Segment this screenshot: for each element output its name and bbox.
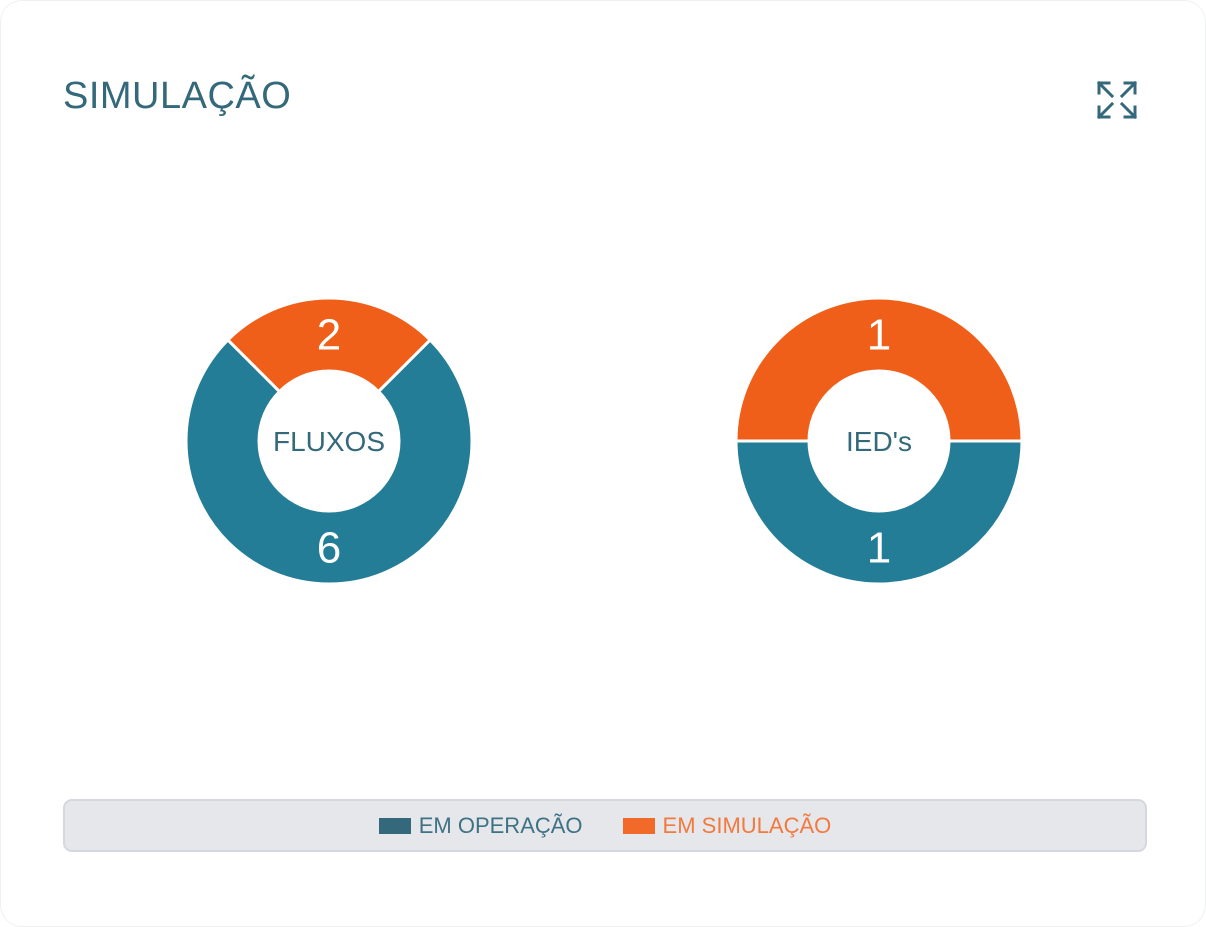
card-title: SIMULAÇÃO — [63, 75, 292, 117]
donut-center-label: IED's — [846, 426, 912, 457]
donut-center-label: FLUXOS — [273, 426, 385, 457]
slice-value-label: 1 — [867, 524, 891, 573]
expand-arrows-icon[interactable] — [1095, 79, 1139, 121]
legend-swatch-simulacao — [622, 817, 655, 834]
legend-label-operacao: EM OPERAÇÃO — [418, 812, 583, 838]
donut-slice-simulacao[interactable] — [734, 296, 1024, 443]
legend-item-simulacao[interactable]: EM SIMULAÇÃO — [622, 812, 832, 839]
legend-label-simulacao: EM SIMULAÇÃO — [662, 812, 832, 838]
donut-slice-operacao[interactable] — [734, 439, 1024, 586]
donut-charts: 6 2 FLUXOS 1 1 IED's — [184, 296, 1024, 586]
slice-value-label: 6 — [317, 524, 341, 573]
donut-slice-simulacao[interactable] — [225, 296, 433, 394]
legend-item-operacao[interactable]: EM OPERAÇÃO — [378, 812, 583, 839]
legend: EM OPERAÇÃO EM SIMULAÇÃO — [63, 799, 1147, 852]
donut-slice-operacao[interactable] — [184, 337, 474, 586]
slice-value-label: 2 — [317, 311, 341, 360]
legend-swatch-operacao — [378, 817, 411, 834]
slice-value-label: 1 — [867, 311, 891, 360]
